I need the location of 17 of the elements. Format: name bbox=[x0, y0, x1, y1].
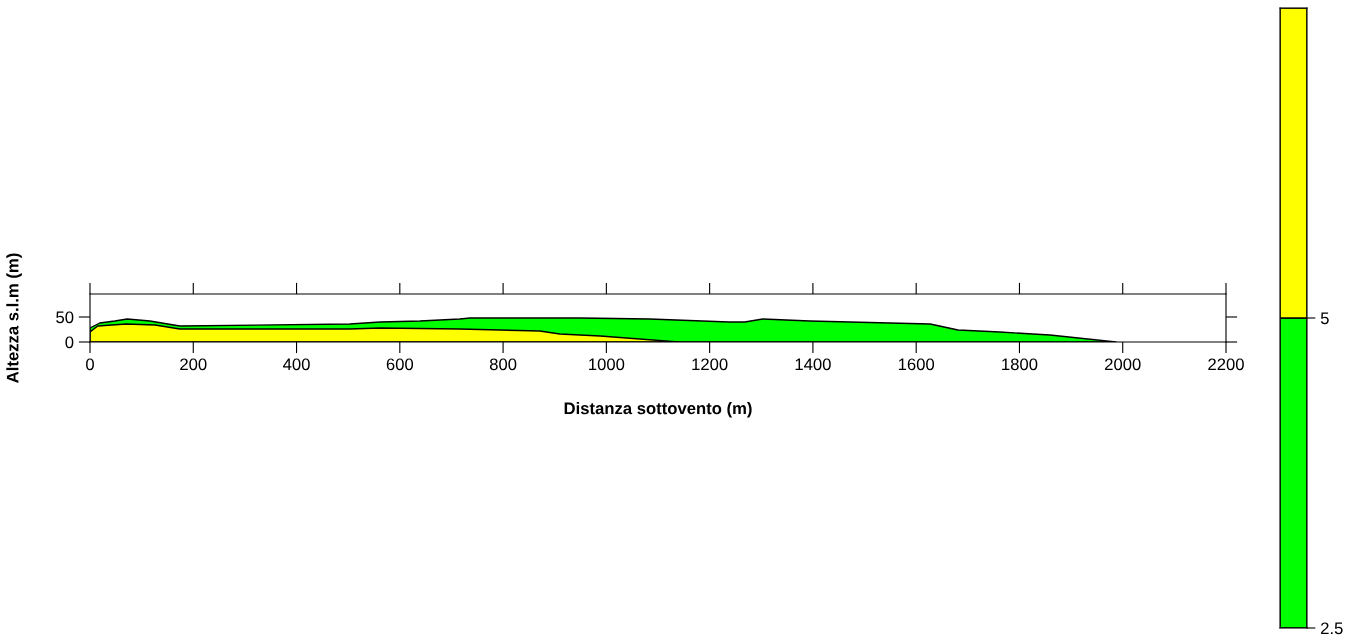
y-axis-title: Altezza s.l.m (m) bbox=[6, 253, 22, 383]
x-tick-label: 1600 bbox=[898, 358, 935, 371]
x-tick-label: 800 bbox=[489, 358, 517, 371]
x-tick-label: 600 bbox=[386, 358, 414, 371]
x-tick-label: 1000 bbox=[589, 358, 625, 371]
y-tick-label: 50 bbox=[56, 311, 74, 324]
x-tick-label: 0 bbox=[86, 358, 94, 371]
x-tick-label: 200 bbox=[180, 358, 207, 371]
x-axis-title: Distanza sottovento (m) bbox=[564, 402, 752, 418]
color-bar-label: 5 bbox=[1320, 312, 1329, 325]
x-tick-label: 2000 bbox=[1105, 358, 1141, 371]
color-bar-label: 2.5 bbox=[1321, 622, 1343, 635]
x-tick-label: 1800 bbox=[1002, 358, 1038, 371]
x-tick-label: 2200 bbox=[1208, 358, 1244, 371]
x-tick-label: 1200 bbox=[692, 358, 728, 371]
x-tick-label: 1400 bbox=[795, 358, 831, 371]
x-tick-label: 400 bbox=[283, 358, 310, 371]
